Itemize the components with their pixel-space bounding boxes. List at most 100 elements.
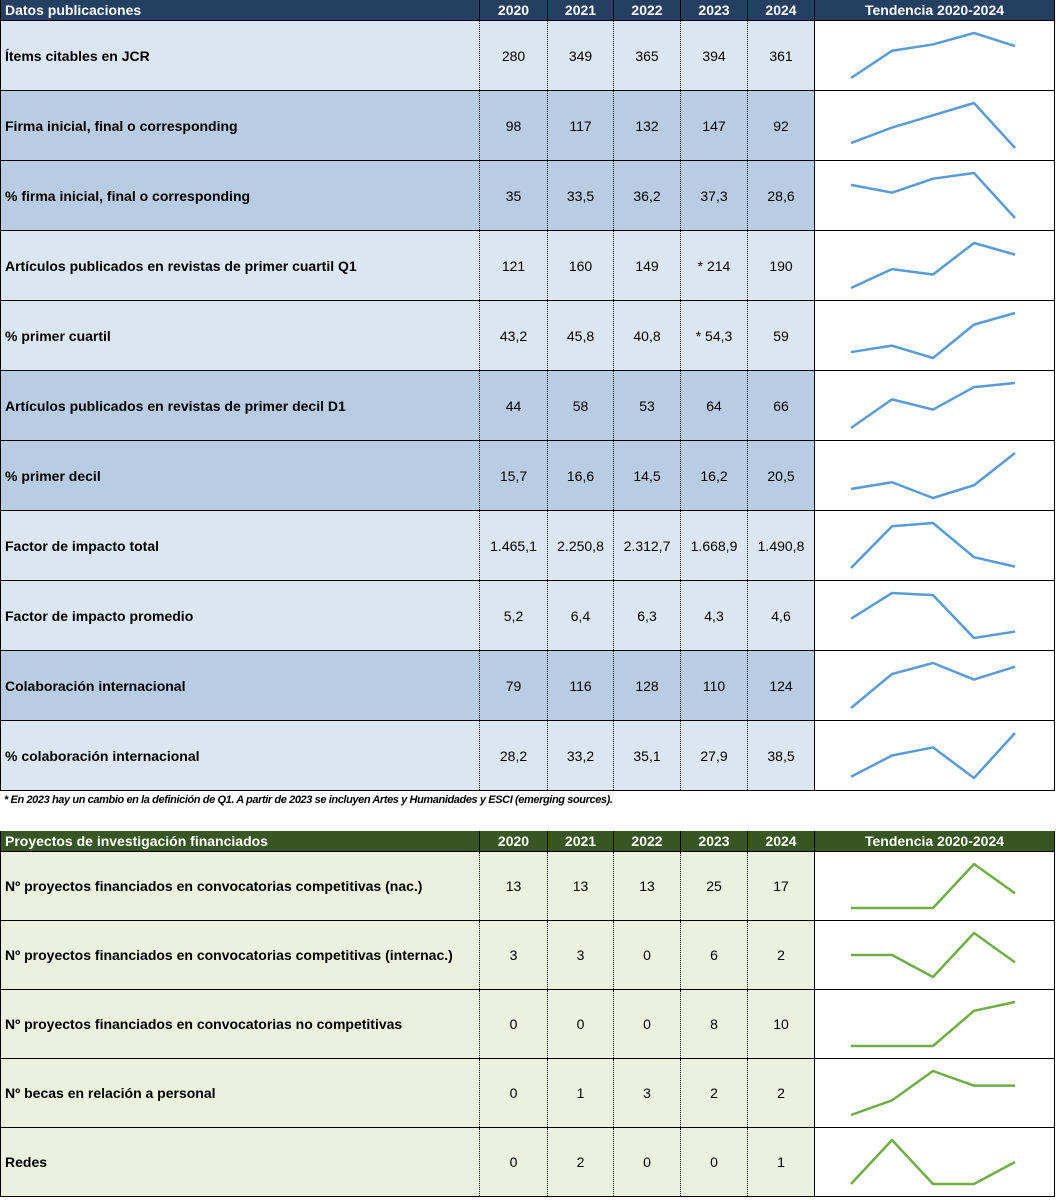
value-cell-2020: 0 bbox=[479, 1127, 548, 1197]
table-row: Colaboración internacional 79 116 128 110 124 bbox=[0, 650, 1055, 721]
trend-cell bbox=[814, 989, 1055, 1059]
sparkline-line bbox=[850, 452, 1016, 500]
year-header: 2021 bbox=[547, 831, 614, 852]
trend-cell bbox=[814, 160, 1055, 231]
table-header: Proyectos de investigación financiados 2… bbox=[0, 831, 1055, 852]
value-cell-2023: 394 bbox=[680, 20, 748, 91]
table-row: Firma inicial, final o corresponding 98 11… bbox=[0, 90, 1055, 161]
value-cell-2023: * 54,3 bbox=[680, 300, 748, 371]
sparkline bbox=[850, 171, 1016, 219]
value-cell-2022: 132 bbox=[613, 90, 681, 161]
value-cell-2021: 349 bbox=[547, 20, 614, 91]
value-cell-2021: 160 bbox=[547, 230, 614, 301]
sparkline bbox=[850, 101, 1016, 149]
projects-table: Proyectos de investigación financiados 2… bbox=[0, 831, 1055, 1197]
value-cell-2021: 1 bbox=[547, 1058, 614, 1128]
sparkline-line bbox=[850, 101, 1016, 149]
value-cell-2021: 33,2 bbox=[547, 720, 614, 791]
table-header: Datos publicaciones 2020 2021 2022 2023 … bbox=[0, 0, 1055, 21]
value-cell-2020: 0 bbox=[479, 989, 548, 1059]
sparkline-line bbox=[851, 931, 1016, 979]
value-cell-2020: 3 bbox=[479, 920, 548, 990]
table-row: Factor de impacto total 1.465,1 2.250,8 2.3… bbox=[0, 510, 1055, 581]
value-cell-2020: 121 bbox=[479, 230, 548, 301]
sparkline-line bbox=[851, 862, 1016, 910]
table-row: Nº proyectos financiados en convocatoria… bbox=[0, 920, 1055, 990]
sparkline bbox=[850, 1138, 1016, 1186]
value-cell-2020: 79 bbox=[479, 650, 548, 721]
value-cell-2024: 1.490,8 bbox=[747, 510, 815, 581]
value-cell-2023: * 214 bbox=[680, 230, 748, 301]
sparkline bbox=[850, 732, 1016, 780]
value-cell-2023: 37,3 bbox=[680, 160, 748, 231]
value-cell-2024: 28,6 bbox=[747, 160, 815, 231]
value-cell-2023: 110 bbox=[680, 650, 748, 721]
value-cell-2022: 149 bbox=[613, 230, 681, 301]
row-label: Nº proyectos financiados en convocatoria… bbox=[0, 989, 480, 1059]
value-cell-2022: 0 bbox=[613, 920, 681, 990]
row-label: % colaboración internacional bbox=[0, 720, 480, 791]
value-cell-2020: 35 bbox=[479, 160, 548, 231]
row-label: Artículos publicados en revistas de prim… bbox=[0, 230, 480, 301]
row-label: Nº becas en relación a personal bbox=[0, 1058, 480, 1128]
value-cell-2020: 43,2 bbox=[479, 300, 548, 371]
table-row: % colaboración internacional 28,2 33,2 35,1… bbox=[0, 720, 1055, 791]
publications-table: Datos publicaciones 2020 2021 2022 2023 … bbox=[0, 0, 1055, 791]
value-cell-2024: 1 bbox=[747, 1127, 815, 1197]
row-label: Factor de impacto total bbox=[0, 510, 480, 581]
row-label: % firma inicial, final o corresponding bbox=[0, 160, 480, 231]
table-title: Datos publicaciones bbox=[0, 0, 480, 21]
table-row: Factor de impacto promedio 5,2 6,4 6,3 4,3 4,… bbox=[0, 580, 1055, 651]
table-row: Artículos publicados en revistas de prim… bbox=[0, 230, 1055, 301]
value-cell-2021: 2.250,8 bbox=[547, 510, 614, 581]
row-label: % primer cuartil bbox=[0, 300, 480, 371]
value-cell-2023: 25 bbox=[680, 851, 748, 921]
table-row: Nº becas en relación a personal 0 1 3 2 2 bbox=[0, 1058, 1055, 1128]
trend-cell bbox=[814, 90, 1055, 161]
value-cell-2023: 8 bbox=[680, 989, 748, 1059]
table-row: Artículos publicados en revistas de prim… bbox=[0, 370, 1055, 441]
sparkline bbox=[850, 452, 1016, 500]
value-cell-2022: 128 bbox=[613, 650, 681, 721]
sparkline-line bbox=[850, 591, 1016, 640]
year-header: 2024 bbox=[747, 831, 815, 852]
trend-cell bbox=[814, 1127, 1055, 1197]
trend-cell bbox=[814, 1058, 1055, 1128]
table-row: % primer decil 15,7 16,6 14,5 16,2 20,5 bbox=[0, 440, 1055, 511]
trend-cell bbox=[814, 230, 1055, 301]
table-row: Ítems citables en JCR 280 349 365 394 361 bbox=[0, 20, 1055, 91]
table-row: % firma inicial, final o corresponding 35… bbox=[0, 160, 1055, 231]
value-cell-2022: 0 bbox=[613, 989, 681, 1059]
value-cell-2021: 6,4 bbox=[547, 580, 614, 651]
sparkline-line bbox=[850, 1069, 1015, 1117]
value-cell-2023: 2 bbox=[680, 1058, 748, 1128]
value-cell-2021: 2 bbox=[547, 1127, 614, 1197]
row-label: Nº proyectos financiados en convocatoria… bbox=[0, 920, 480, 990]
table-title: Proyectos de investigación financiados bbox=[0, 831, 480, 852]
row-label: Nº proyectos financiados en convocatoria… bbox=[0, 851, 480, 921]
trend-header: Tendencia 2020-2024 bbox=[814, 0, 1055, 21]
year-header: 2022 bbox=[613, 0, 681, 21]
sparkline-line bbox=[850, 661, 1016, 709]
sparkline bbox=[850, 1069, 1015, 1117]
year-header: 2024 bbox=[747, 0, 815, 21]
value-cell-2020: 28,2 bbox=[479, 720, 548, 791]
value-cell-2023: 4,3 bbox=[680, 580, 748, 651]
value-cell-2024: 2 bbox=[747, 920, 815, 990]
sparkline-line bbox=[850, 31, 1016, 80]
year-header: 2021 bbox=[547, 0, 614, 21]
trend-cell bbox=[814, 851, 1055, 921]
sparkline bbox=[850, 311, 1016, 360]
value-cell-2023: 6 bbox=[680, 920, 748, 990]
trend-cell bbox=[814, 580, 1055, 651]
sparkline bbox=[851, 862, 1016, 910]
row-label: % primer decil bbox=[0, 440, 480, 511]
trend-cell bbox=[814, 370, 1055, 441]
sparkline bbox=[850, 521, 1016, 569]
value-cell-2020: 98 bbox=[479, 90, 548, 161]
trend-cell bbox=[814, 920, 1055, 990]
value-cell-2021: 58 bbox=[547, 370, 614, 441]
value-cell-2023: 16,2 bbox=[680, 440, 748, 511]
sparkline-line bbox=[850, 1138, 1016, 1186]
sparkline bbox=[850, 591, 1016, 640]
